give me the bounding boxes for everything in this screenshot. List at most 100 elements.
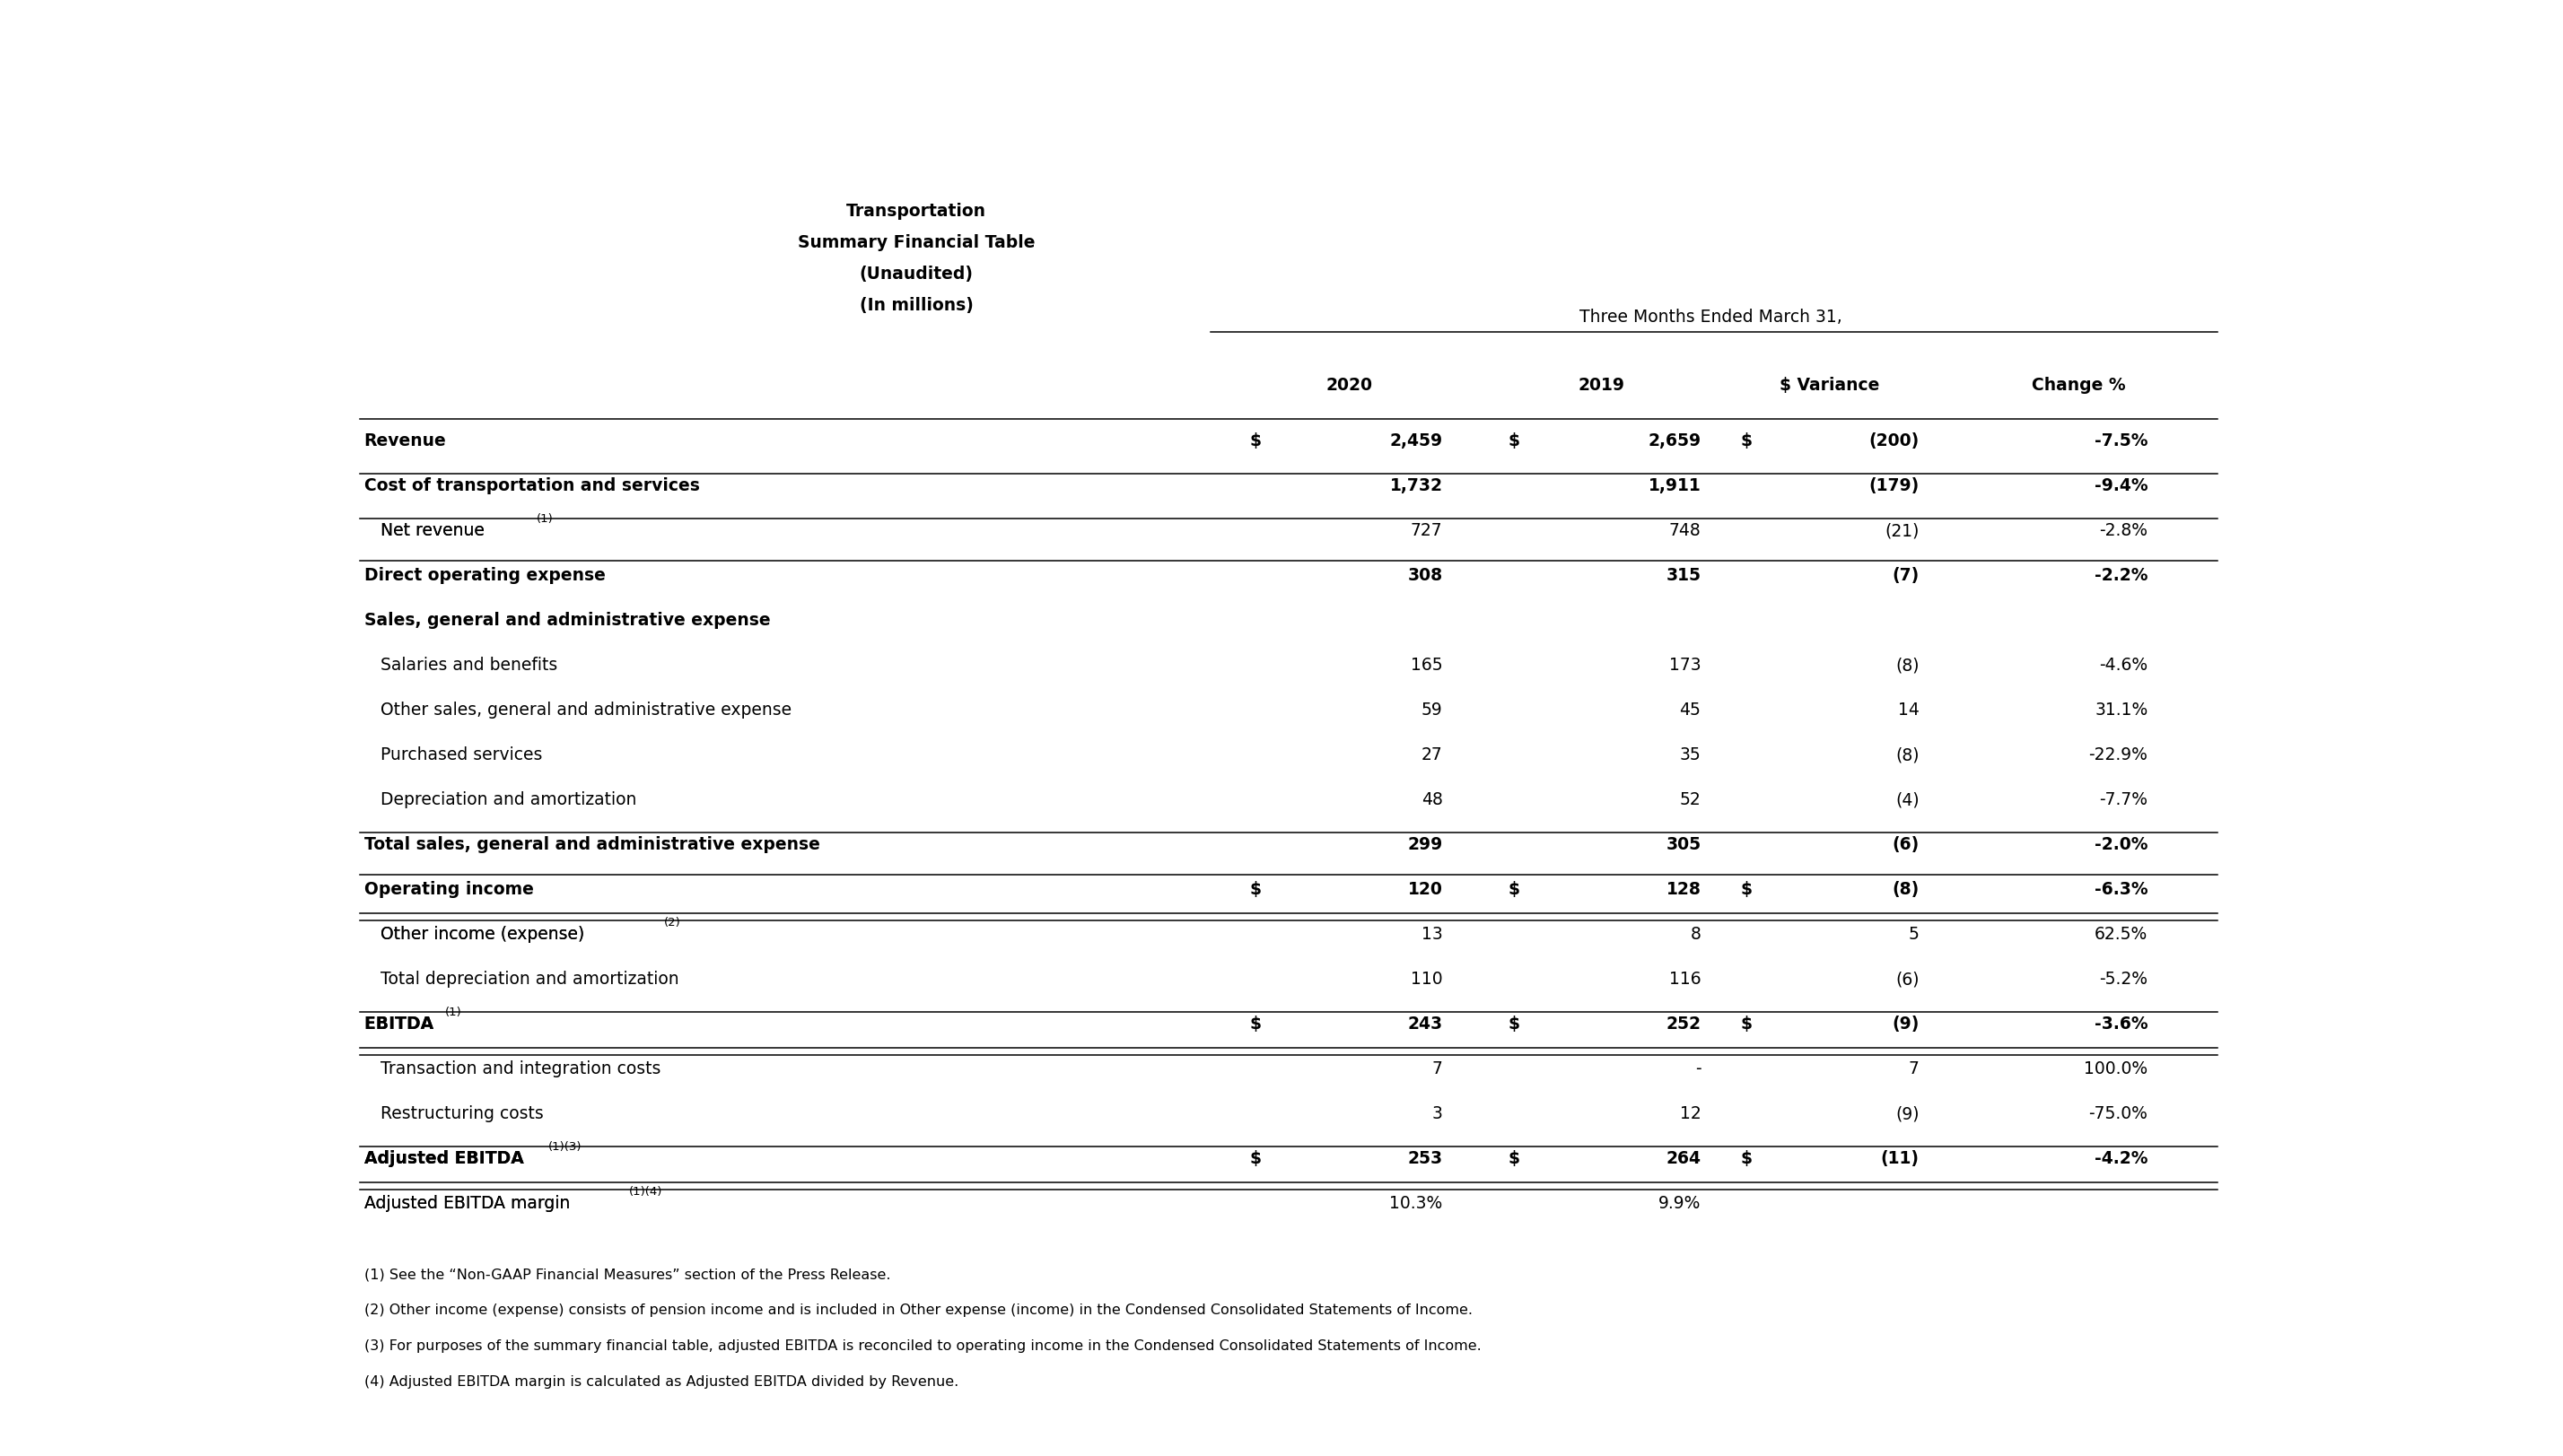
Text: Salaries and benefits: Salaries and benefits xyxy=(364,657,556,674)
Text: 14: 14 xyxy=(1899,702,1920,719)
Text: 45: 45 xyxy=(1679,702,1702,719)
Text: 62.5%: 62.5% xyxy=(2094,926,2148,943)
Text: EBITDA: EBITDA xyxy=(364,1016,438,1032)
Text: (1) See the “Non-GAAP Financial Measures” section of the Press Release.: (1) See the “Non-GAAP Financial Measures… xyxy=(364,1268,889,1281)
Text: -22.9%: -22.9% xyxy=(2089,747,2148,763)
Text: (2): (2) xyxy=(664,917,679,929)
Text: Adjusted EBITDA margin: Adjusted EBITDA margin xyxy=(364,1195,574,1211)
Text: $: $ xyxy=(1740,1016,1753,1032)
Text: 2020: 2020 xyxy=(1325,377,1374,393)
Text: Restructuring costs: Restructuring costs xyxy=(364,1105,543,1123)
Text: -: - xyxy=(1694,1060,1702,1077)
Text: (7): (7) xyxy=(1891,568,1920,584)
Text: 2,459: 2,459 xyxy=(1389,432,1443,450)
Text: (1)(3): (1)(3) xyxy=(548,1142,582,1153)
Text: 264: 264 xyxy=(1666,1150,1702,1168)
Text: Cost of transportation and services: Cost of transportation and services xyxy=(364,478,700,495)
Text: 48: 48 xyxy=(1422,792,1443,808)
Text: Change %: Change % xyxy=(2032,377,2125,393)
Text: $: $ xyxy=(1507,1016,1520,1032)
Text: Other income (expense): Other income (expense) xyxy=(364,926,589,943)
Text: -75.0%: -75.0% xyxy=(2089,1105,2148,1123)
Text: (In millions): (In millions) xyxy=(859,297,974,314)
Text: 52: 52 xyxy=(1679,792,1702,808)
Text: 252: 252 xyxy=(1666,1016,1702,1032)
Text: Other sales, general and administrative expense: Other sales, general and administrative … xyxy=(364,702,792,719)
Text: $: $ xyxy=(1251,1150,1261,1168)
Text: (Unaudited): (Unaudited) xyxy=(859,265,974,282)
Text: $: $ xyxy=(1507,1150,1520,1168)
Text: 2,659: 2,659 xyxy=(1648,432,1702,450)
Text: $: $ xyxy=(1507,432,1520,450)
Text: 5: 5 xyxy=(1909,926,1920,943)
Text: -5.2%: -5.2% xyxy=(2099,971,2148,987)
Text: 3: 3 xyxy=(1433,1105,1443,1123)
Text: 748: 748 xyxy=(1669,523,1702,539)
Text: Direct operating expense: Direct operating expense xyxy=(364,568,605,584)
Text: Sales, general and administrative expense: Sales, general and administrative expens… xyxy=(364,612,771,629)
Text: (4) Adjusted EBITDA margin is calculated as Adjusted EBITDA divided by Revenue.: (4) Adjusted EBITDA margin is calculated… xyxy=(364,1376,959,1389)
Text: 9.9%: 9.9% xyxy=(1658,1195,1702,1211)
Text: -6.3%: -6.3% xyxy=(2094,881,2148,898)
Text: (179): (179) xyxy=(1868,478,1920,495)
Text: 253: 253 xyxy=(1407,1150,1443,1168)
Text: $ Variance: $ Variance xyxy=(1781,377,1879,393)
Text: 35: 35 xyxy=(1679,747,1702,763)
Text: $: $ xyxy=(1740,881,1753,898)
Text: 59: 59 xyxy=(1422,702,1443,719)
Text: Purchased services: Purchased services xyxy=(364,747,543,763)
Text: 727: 727 xyxy=(1410,523,1443,539)
Text: $: $ xyxy=(1251,432,1261,450)
Text: 7: 7 xyxy=(1433,1060,1443,1077)
Text: $: $ xyxy=(1740,432,1753,450)
Text: -2.0%: -2.0% xyxy=(2094,836,2148,853)
Text: (6): (6) xyxy=(1897,971,1920,987)
Text: (21): (21) xyxy=(1884,523,1920,539)
Text: Total sales, general and administrative expense: Total sales, general and administrative … xyxy=(364,836,820,853)
Text: 120: 120 xyxy=(1407,881,1443,898)
Text: 110: 110 xyxy=(1410,971,1443,987)
Text: 13: 13 xyxy=(1422,926,1443,943)
Text: Net revenue: Net revenue xyxy=(364,523,490,539)
Text: 128: 128 xyxy=(1666,881,1702,898)
Text: 8: 8 xyxy=(1689,926,1702,943)
Text: 7: 7 xyxy=(1909,1060,1920,1077)
Text: (1): (1) xyxy=(446,1006,461,1018)
Text: $: $ xyxy=(1251,1016,1261,1032)
Text: -2.2%: -2.2% xyxy=(2094,568,2148,584)
Text: (200): (200) xyxy=(1868,432,1920,450)
Text: 100.0%: 100.0% xyxy=(2084,1060,2148,1077)
Text: Net revenue: Net revenue xyxy=(364,523,490,539)
Text: $: $ xyxy=(1740,1150,1753,1168)
Text: Transaction and integration costs: Transaction and integration costs xyxy=(364,1060,661,1077)
Text: (9): (9) xyxy=(1897,1105,1920,1123)
Text: -7.5%: -7.5% xyxy=(2094,432,2148,450)
Text: 10.3%: 10.3% xyxy=(1389,1195,1443,1211)
Text: -4.2%: -4.2% xyxy=(2094,1150,2148,1168)
Text: 299: 299 xyxy=(1407,836,1443,853)
Text: Transportation: Transportation xyxy=(846,202,987,220)
Text: (8): (8) xyxy=(1897,747,1920,763)
Text: Total depreciation and amortization: Total depreciation and amortization xyxy=(364,971,679,987)
Text: -2.8%: -2.8% xyxy=(2099,523,2148,539)
Text: Depreciation and amortization: Depreciation and amortization xyxy=(364,792,636,808)
Text: 308: 308 xyxy=(1407,568,1443,584)
Text: (1)(4): (1)(4) xyxy=(628,1187,664,1198)
Text: Adjusted EBITDA: Adjusted EBITDA xyxy=(364,1150,531,1168)
Text: (8): (8) xyxy=(1891,881,1920,898)
Text: -4.6%: -4.6% xyxy=(2099,657,2148,674)
Text: 305: 305 xyxy=(1666,836,1702,853)
Text: (6): (6) xyxy=(1891,836,1920,853)
Text: (9): (9) xyxy=(1891,1016,1920,1032)
Text: 2019: 2019 xyxy=(1579,377,1625,393)
Text: Operating income: Operating income xyxy=(364,881,533,898)
Text: Revenue: Revenue xyxy=(364,432,446,450)
Text: Adjusted EBITDA: Adjusted EBITDA xyxy=(364,1150,531,1168)
Text: 1,911: 1,911 xyxy=(1648,478,1702,495)
Text: (1): (1) xyxy=(536,514,554,526)
Text: 12: 12 xyxy=(1679,1105,1702,1123)
Text: -3.6%: -3.6% xyxy=(2094,1016,2148,1032)
Text: $: $ xyxy=(1251,881,1261,898)
Text: (2) Other income (expense) consists of pension income and is included in Other e: (2) Other income (expense) consists of p… xyxy=(364,1303,1471,1318)
Text: (3) For purposes of the summary financial table, adjusted EBITDA is reconciled t: (3) For purposes of the summary financia… xyxy=(364,1340,1481,1353)
